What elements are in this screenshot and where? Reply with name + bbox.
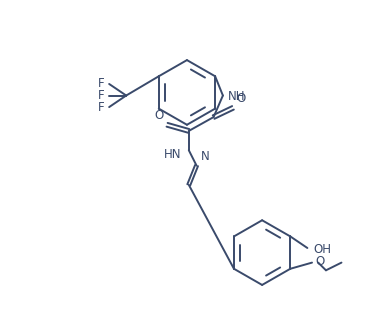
Text: O: O <box>154 109 163 122</box>
Text: OH: OH <box>314 243 332 256</box>
Text: O: O <box>315 255 324 268</box>
Text: N: N <box>200 150 209 163</box>
Text: F: F <box>98 101 105 114</box>
Text: O: O <box>236 92 245 105</box>
Text: NH: NH <box>227 90 245 103</box>
Text: HN: HN <box>163 148 181 161</box>
Text: F: F <box>98 89 105 102</box>
Text: F: F <box>98 77 105 91</box>
